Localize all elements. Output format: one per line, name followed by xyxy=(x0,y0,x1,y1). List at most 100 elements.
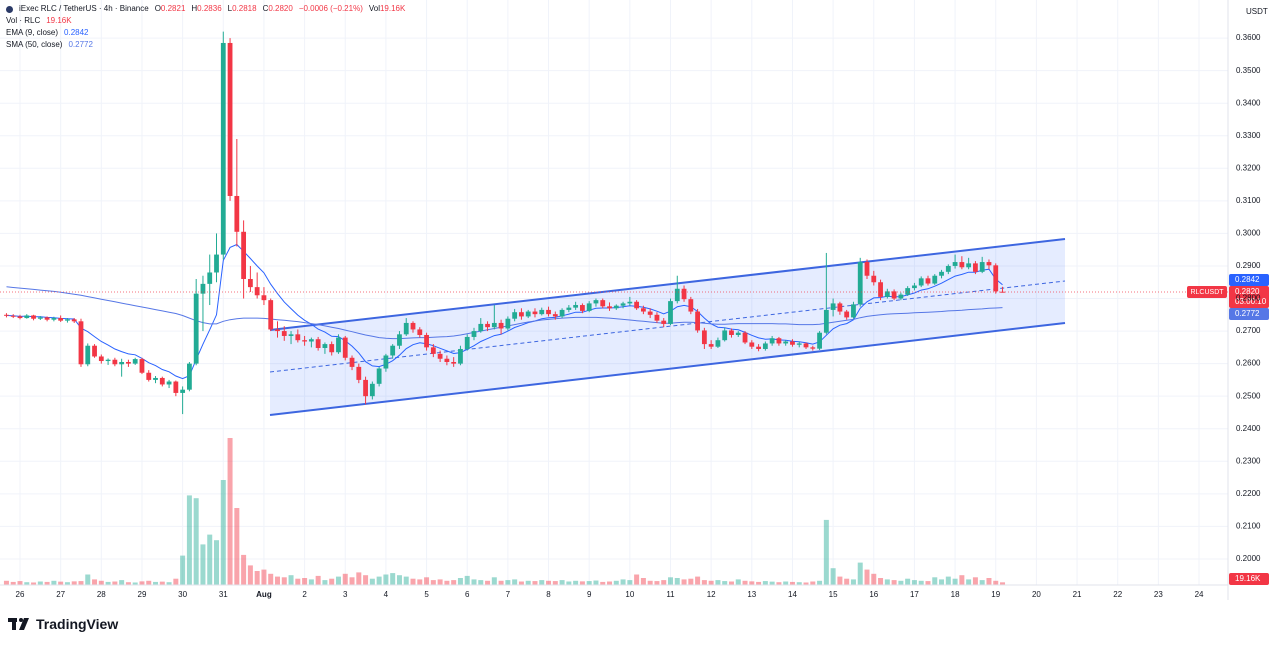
volume-bar xyxy=(159,581,165,585)
volume-bar xyxy=(274,576,280,585)
candle-body xyxy=(796,343,802,345)
volume-bar xyxy=(214,540,220,585)
candle-body xyxy=(559,309,565,317)
ohlc-c: C0.2820 xyxy=(262,4,293,13)
y-tick-label: 0.3300 xyxy=(1236,131,1261,140)
x-tick-label: 3 xyxy=(343,590,348,599)
candle-body xyxy=(674,288,680,302)
y-tick-label: 0.2900 xyxy=(1236,261,1261,270)
y-tick-label: 0.2300 xyxy=(1236,456,1261,465)
candle-body xyxy=(708,344,714,347)
y-tick-label: 0.2800 xyxy=(1236,294,1261,303)
volume-bar xyxy=(864,569,870,585)
candle-body xyxy=(918,278,924,286)
y-tick-label: 0.2400 xyxy=(1236,424,1261,433)
volume-bar xyxy=(200,544,206,585)
x-tick-label: 24 xyxy=(1195,590,1204,599)
volume-bar xyxy=(871,573,877,585)
volume-bar xyxy=(708,580,714,585)
volume-bar xyxy=(512,579,518,585)
volume-bar xyxy=(803,582,809,585)
volume-bar xyxy=(17,581,23,585)
volume-bar xyxy=(823,519,829,585)
candle-body xyxy=(187,363,192,390)
volume-bar xyxy=(796,582,802,585)
volume-bar xyxy=(925,581,931,585)
volume-bar xyxy=(444,580,450,585)
volume-bar xyxy=(241,554,247,585)
volume-bar xyxy=(695,576,701,585)
candle-body xyxy=(437,353,443,359)
legend-header: iExec RLC / TetherUS · 4h · Binance O0.2… xyxy=(6,3,405,51)
volume-bar xyxy=(667,577,673,585)
candle-body xyxy=(126,362,131,364)
candle-body xyxy=(220,42,226,255)
volume-bar xyxy=(410,578,416,585)
candle-body xyxy=(593,300,599,304)
volume-bar xyxy=(593,580,599,585)
candle-body xyxy=(993,265,999,292)
volume-bar xyxy=(878,578,884,585)
volume-bar xyxy=(464,575,470,585)
volume-bar xyxy=(505,580,511,585)
volume-bar xyxy=(532,581,538,585)
volume-bar xyxy=(972,577,978,585)
volume-bar xyxy=(898,580,904,585)
candle-body xyxy=(891,291,897,299)
volume-bar xyxy=(722,581,728,585)
brand-logo xyxy=(8,618,29,630)
volume-bar xyxy=(105,581,111,585)
candle-body xyxy=(234,195,240,232)
brand-name: TradingView xyxy=(36,616,119,632)
volume-bar xyxy=(674,578,680,585)
volume-bar xyxy=(44,581,50,585)
candle-body xyxy=(498,322,504,329)
candle-body xyxy=(878,282,883,297)
candle-body xyxy=(607,306,612,309)
candle-body xyxy=(905,288,911,295)
x-tick-label: 6 xyxy=(465,590,470,599)
volume-bar xyxy=(634,574,640,585)
sma-tag xyxy=(1229,308,1269,321)
volume-bar xyxy=(180,555,186,585)
volume-bar xyxy=(728,581,734,585)
candle-body xyxy=(478,323,484,332)
volume-bar xyxy=(125,582,131,585)
volume-bar xyxy=(491,577,497,585)
volume-bar xyxy=(749,581,755,585)
volume-bar xyxy=(254,571,260,585)
y-tick-label: 0.3100 xyxy=(1236,196,1261,205)
parallel-channel xyxy=(269,238,1066,416)
candle-body xyxy=(302,340,307,342)
volume-bar xyxy=(688,578,694,585)
candle-body xyxy=(424,334,429,348)
channel-upper xyxy=(269,238,1066,331)
y-tick-label: 0.3600 xyxy=(1236,33,1261,42)
volume-bar xyxy=(193,498,199,585)
candle-body xyxy=(932,275,938,284)
y-tick-label: 0.2500 xyxy=(1236,391,1261,400)
y-tick-label: 0.2000 xyxy=(1236,554,1261,563)
volume-bar xyxy=(579,581,585,585)
volume-bar xyxy=(31,582,37,585)
volume-tag-text: 19.16K xyxy=(1235,574,1261,583)
volume-bar xyxy=(911,580,917,585)
candle-body xyxy=(315,339,321,349)
candle-body xyxy=(417,329,423,335)
candle-body xyxy=(634,301,640,309)
volume-bar xyxy=(891,580,897,585)
x-tick-label: 29 xyxy=(138,590,147,599)
volume-bar xyxy=(186,495,192,585)
ema-tag-text: 0.2842 xyxy=(1235,275,1260,284)
candle-body xyxy=(830,303,836,310)
volume-bar xyxy=(220,480,226,585)
candle-body xyxy=(790,341,795,345)
candle-body xyxy=(681,288,687,300)
volume-bar xyxy=(146,580,152,585)
volume-bar xyxy=(58,581,64,585)
symbol-tag xyxy=(1187,286,1227,299)
volume-bar xyxy=(735,579,741,585)
volume-bar xyxy=(837,576,843,585)
volume-bar xyxy=(342,573,348,585)
candle-body xyxy=(613,305,619,309)
